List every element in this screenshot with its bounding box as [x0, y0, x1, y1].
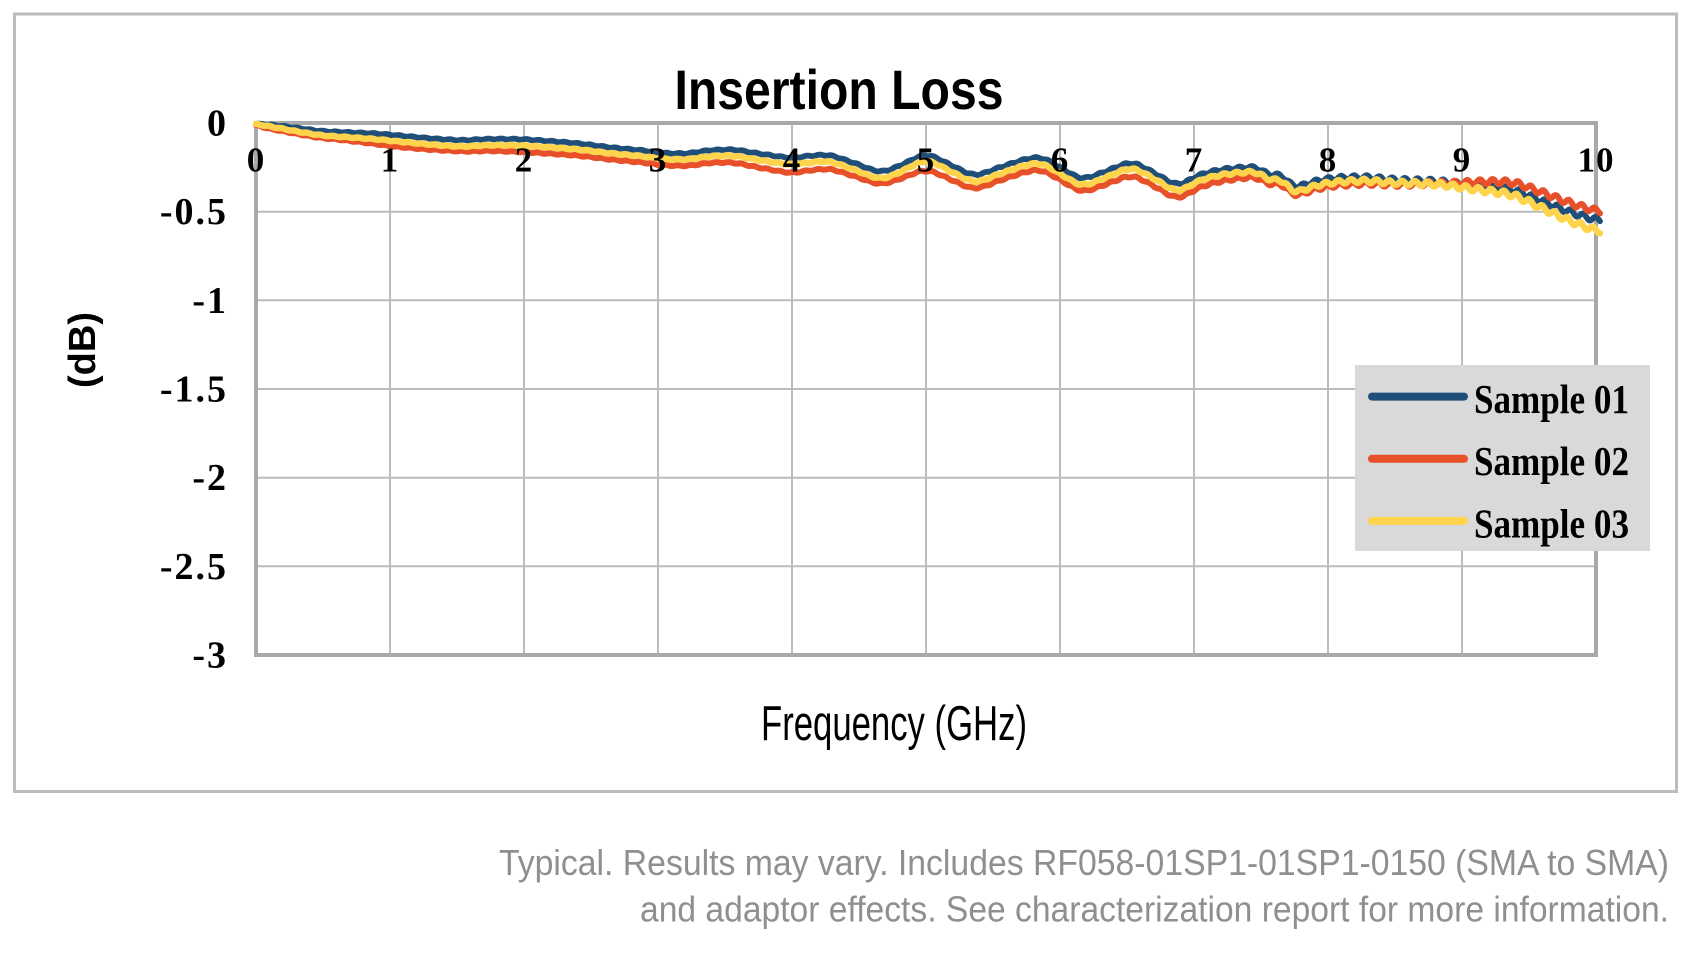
svg-text:2: 2 [515, 141, 534, 180]
svg-text:-1: -1 [192, 280, 228, 322]
svg-text:3: 3 [649, 141, 668, 180]
svg-text:1: 1 [381, 141, 400, 180]
svg-text:9: 9 [1453, 141, 1472, 180]
svg-text:-1.5: -1.5 [160, 369, 228, 411]
svg-text:7: 7 [1185, 141, 1204, 180]
svg-text:Sample 01: Sample 01 [1474, 376, 1629, 422]
svg-text:6: 6 [1051, 141, 1070, 180]
svg-text:Typical. Results may vary. Inc: Typical. Results may vary. Includes RF05… [499, 842, 1669, 883]
svg-text:Insertion Loss: Insertion Loss [675, 58, 1004, 121]
svg-text:-3: -3 [192, 635, 228, 677]
svg-text:Sample 02: Sample 02 [1474, 438, 1629, 484]
svg-text:-2.5: -2.5 [160, 546, 228, 588]
svg-text:-0.5: -0.5 [160, 191, 228, 233]
svg-text:-2: -2 [192, 457, 228, 499]
svg-text:4: 4 [783, 141, 802, 180]
svg-text:Sample 03: Sample 03 [1474, 501, 1629, 547]
svg-text:10: 10 [1578, 141, 1615, 180]
svg-text:0: 0 [207, 103, 228, 145]
svg-text:5: 5 [917, 141, 936, 180]
svg-text:and adaptor effects. See chara: and adaptor effects. See characterizatio… [640, 889, 1669, 930]
svg-text:(dB): (dB) [62, 312, 104, 388]
svg-text:Frequency (GHz): Frequency (GHz) [761, 697, 1027, 751]
svg-text:8: 8 [1319, 141, 1338, 180]
svg-text:0: 0 [247, 141, 266, 180]
